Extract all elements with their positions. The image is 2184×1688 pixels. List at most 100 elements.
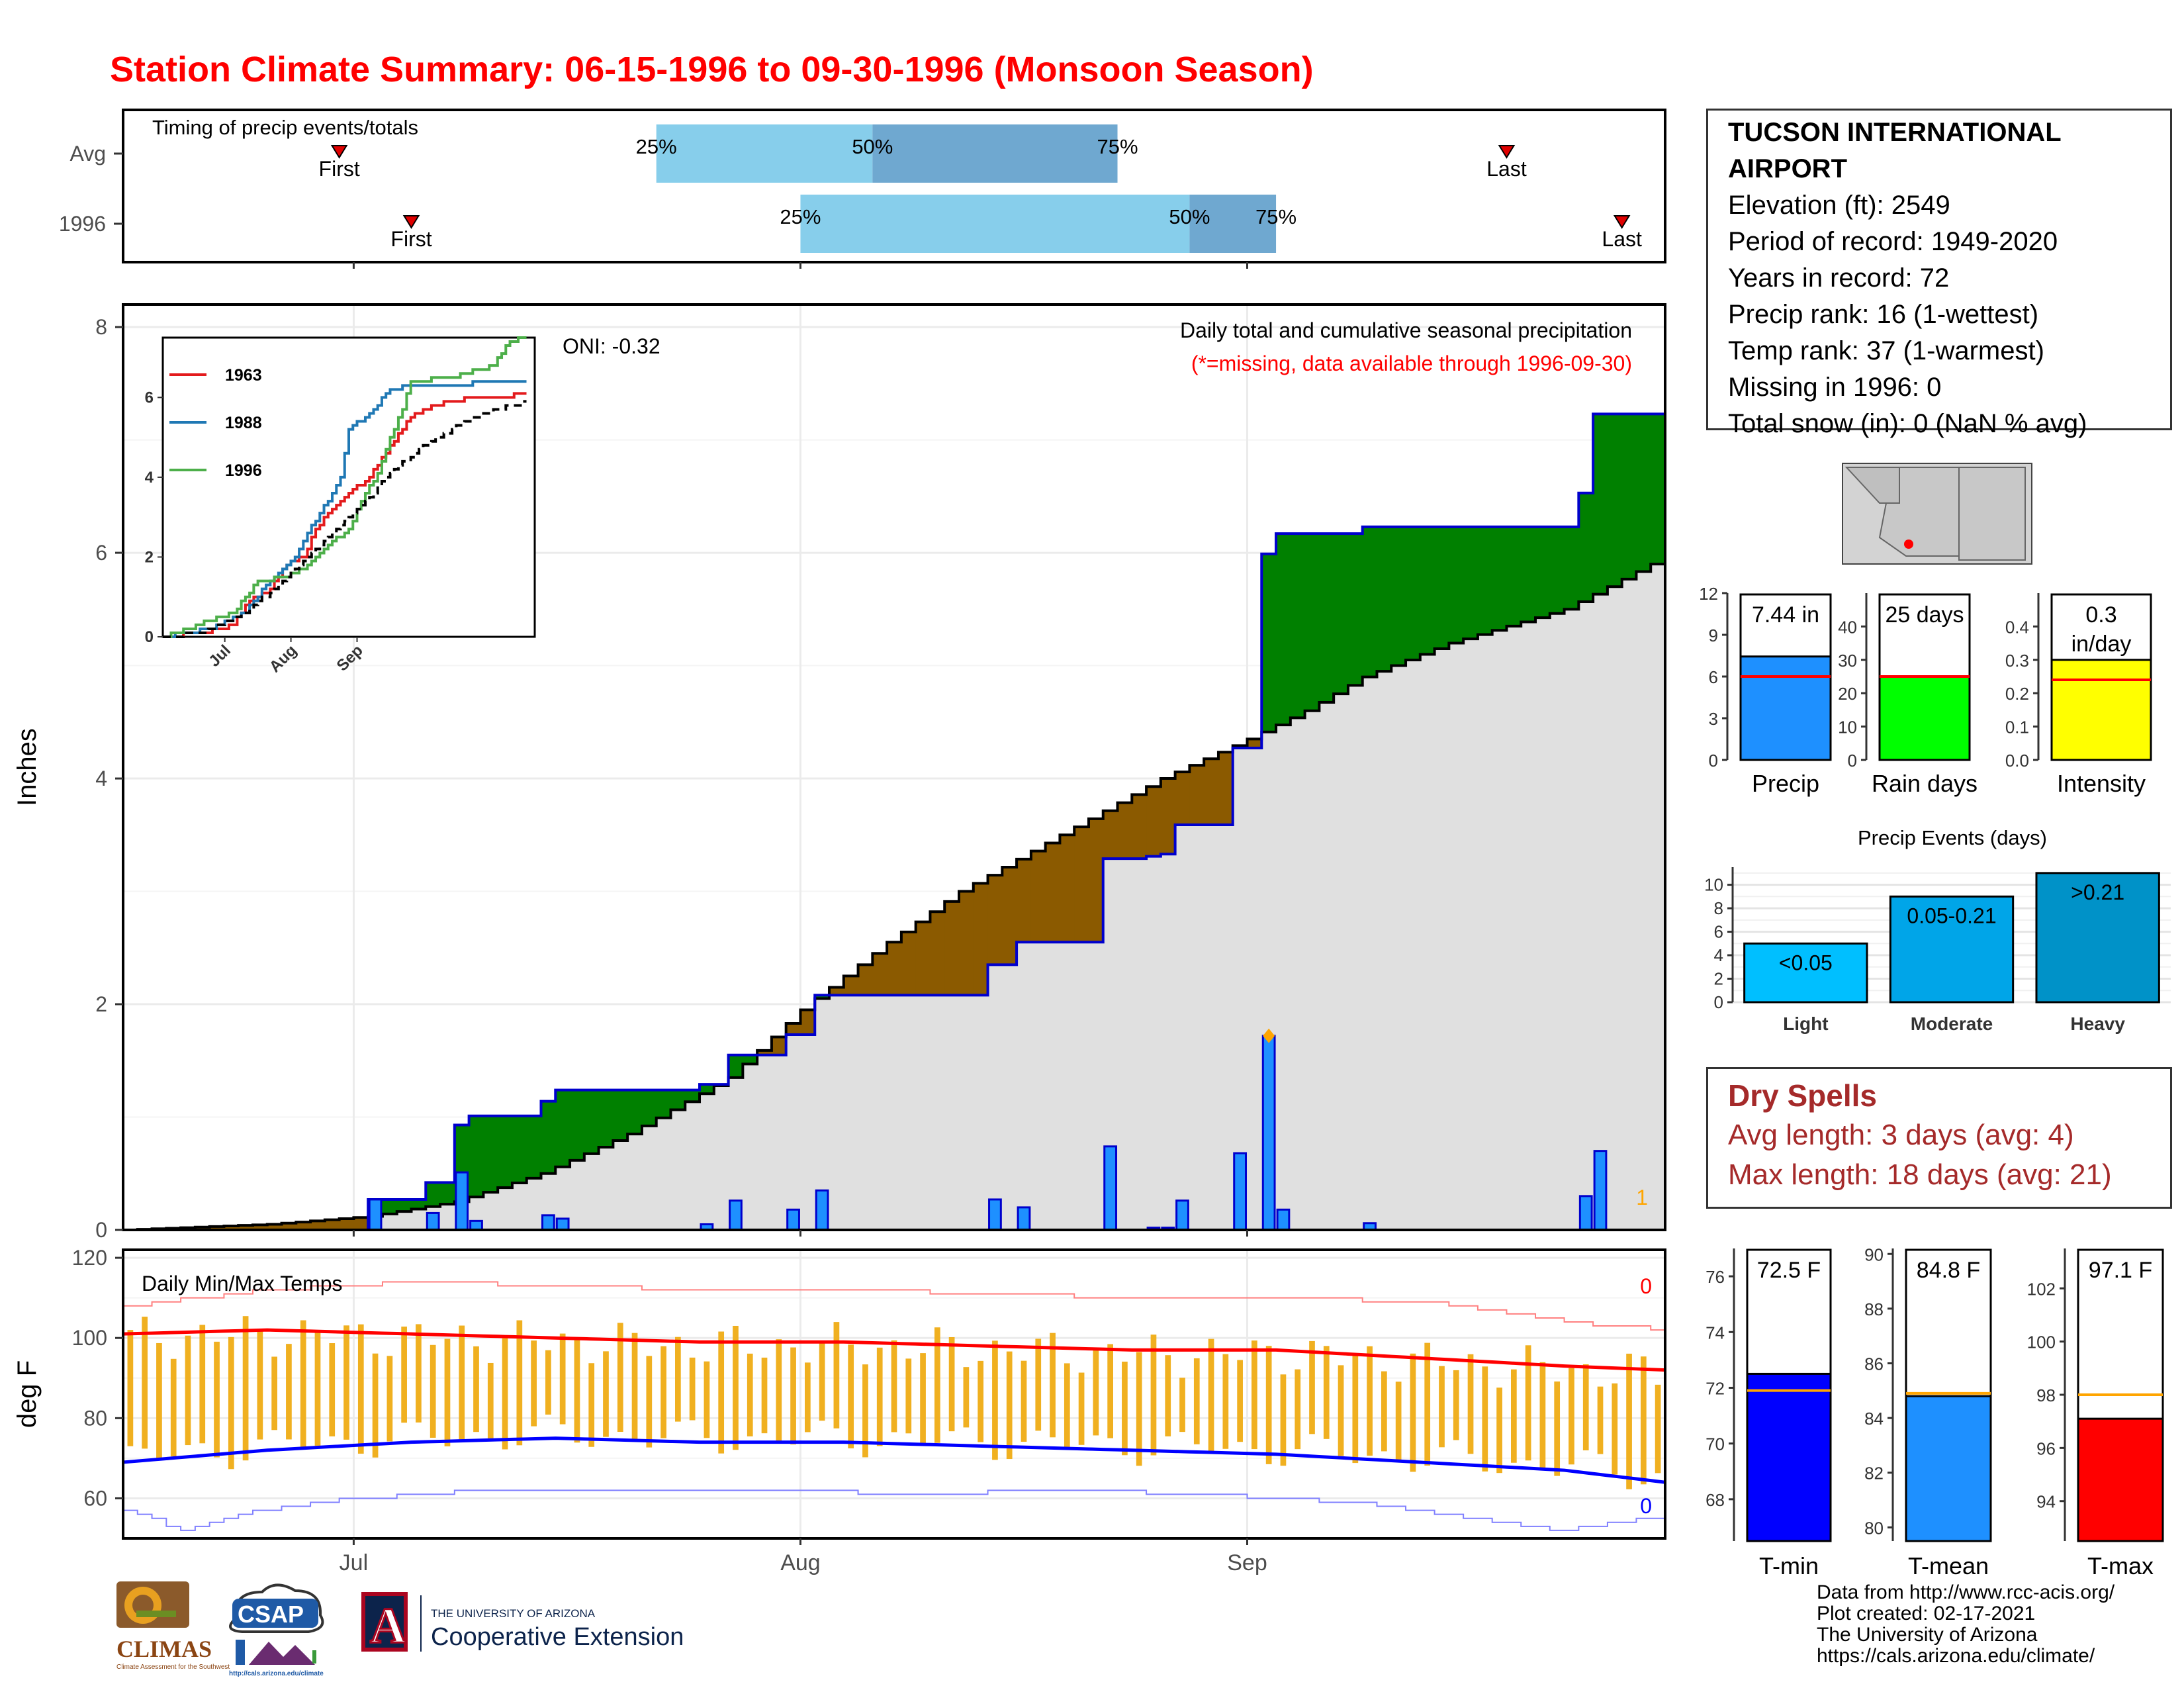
above-avg-fill [426,1182,441,1207]
above-avg-fill [526,1115,541,1178]
record-min-line [123,1489,1666,1531]
temp-x-tick-label: Jul [340,1550,368,1575]
above-avg-fill [656,1090,671,1118]
small-chart-value-bar [2077,1417,2164,1542]
daily-temp-range-bar [142,1317,148,1449]
small-chart-y-tick-label: 96 [2036,1438,2056,1458]
daily-precip-bar [815,1189,829,1231]
daily-temp-range-bar [502,1338,508,1450]
credits: Data from http://www.rcc-acis.org/ Plot … [1817,1582,2115,1667]
daily-temp-range-bar [185,1335,191,1446]
daily-temp-range-bar [905,1358,912,1434]
below-avg-fill [987,875,1003,965]
daily-temp-range-bar [416,1324,422,1423]
timeline-bar-50-75 [872,124,1118,183]
daily-temp-range-bar [357,1324,364,1454]
logo-strip: CLIMAS Climate Assessment for the Southw… [116,1581,684,1677]
below-avg-fill [872,953,887,996]
small-chart-y-tick-label: 0.0 [2005,751,2029,771]
daily-temp-range-bar [718,1331,725,1454]
inset-legend-label: 1988 [225,414,262,432]
daily-temp-range-bar [603,1351,609,1437]
daily-temp-range-bar [545,1350,551,1415]
daily-temp-range-bar [675,1336,681,1422]
ua-logo-letter: A [370,1598,406,1654]
daily-temp-range-bar [1367,1346,1373,1456]
above-avg-fill [1564,526,1579,610]
above-avg-fill [613,1090,628,1141]
small-chart-value-label: 25 days [1885,602,1964,628]
temp-y-tick-label: 100 [72,1326,107,1350]
above-avg-fill [743,1055,758,1064]
climas-logo-subtext: Climate Assessment for the Southwest [116,1664,230,1671]
daily-temp-range-bar [1381,1371,1387,1452]
small-chart-y-tick-label: 100 [2027,1333,2056,1352]
daily-temp-range-bar [747,1353,753,1436]
rain-days-chart: 0 10 20 30 40 25 days Rain days [1838,593,1978,797]
daily-precip-bar [1276,1208,1291,1231]
below-avg-fill [310,1221,326,1230]
below-avg-fill [915,921,931,996]
small-chart-y-tick-label: 0.2 [2005,684,2029,704]
small-chart-y-tick-label: 88 [1864,1299,1884,1319]
small-chart-y-tick-label: 80 [1864,1518,1884,1538]
temp-chart-title: Daily Min/Max Temps [142,1272,342,1295]
daily-temp-range-bar [1006,1351,1013,1460]
min-missing-label: 0 [1640,1494,1652,1518]
above-avg-fill [1319,534,1334,702]
daily-temp-range-bar [646,1356,653,1448]
precip-frame [122,303,1666,1231]
above-avg-fill [1304,534,1320,711]
daily-temp-range-bar [343,1325,349,1440]
daily-temp-range-bar [1626,1353,1632,1489]
small-chart-y-tick-label: 94 [2036,1492,2056,1512]
daily-temp-range-bar [776,1339,782,1442]
timeline-p75-label: 75% [1255,205,1297,228]
daily-temp-range-bar [948,1336,955,1432]
small-chart-y-tick-label: 72 [1706,1378,1725,1398]
above-avg-fill [1607,414,1623,587]
daily-temp-range-bar [1222,1354,1229,1449]
small-chart-category-label: T-mean [1908,1552,1989,1579]
above-avg-fill [1651,414,1666,565]
daily-precip-bar [1017,1206,1031,1231]
precip-y-tick-label: 0 [95,1218,107,1242]
station-precip-rank: Precip rank: 16 (1-wettest) [1728,300,2039,329]
daily-temp-range-bar [1554,1381,1561,1476]
map-region-nm [1958,467,2026,561]
below-avg-fill [1204,759,1219,825]
max-precip-marker [1263,1028,1275,1043]
timeline-p50-label: 50% [852,135,893,158]
above-avg-fill [1621,414,1637,579]
daily-temp-range-bar [257,1330,263,1440]
daily-temp-range-bar [1122,1361,1128,1456]
timeline-first-label: First [390,227,432,251]
above-avg-fill [570,1090,585,1160]
daily-temp-range-bar [1150,1335,1157,1456]
daily-temp-range-bar [300,1320,306,1450]
below-avg-fill [296,1222,311,1230]
temp-x-tick-label: Sep [1227,1550,1267,1575]
timeline-bar-50-75 [1189,195,1277,253]
below-avg-fill [973,883,989,996]
daily-temp-range-bar [1165,1355,1171,1436]
above-avg-fill [1521,526,1536,622]
daily-temp-range-bar [588,1363,595,1447]
credit-university: The University of Arizona [1817,1624,2038,1646]
above-avg-fill [1261,553,1277,732]
station-missing: Missing in 1996: 0 [1728,373,1942,402]
daily-precip-bar [555,1217,570,1231]
tmax-chart: 94 96 98 100 102 97.1 F T-max [2027,1248,2164,1579]
small-chart-value-bar [2050,659,2152,761]
inset-legend-label: 1996 [225,461,262,480]
daily-precip-bar [541,1214,555,1231]
daily-temp-range-bar [214,1341,220,1458]
above-avg-fill [1276,534,1291,726]
above-avg-fill [512,1115,527,1183]
daily-temp-range-bar [1265,1346,1272,1464]
daily-precip-bar [1103,1145,1118,1231]
inset-y-tick-label: 2 [145,548,154,566]
daily-temp-range-bar [1050,1333,1056,1438]
daily-temp-range-bar [862,1364,868,1458]
daily-temp-range-bar [127,1330,134,1446]
